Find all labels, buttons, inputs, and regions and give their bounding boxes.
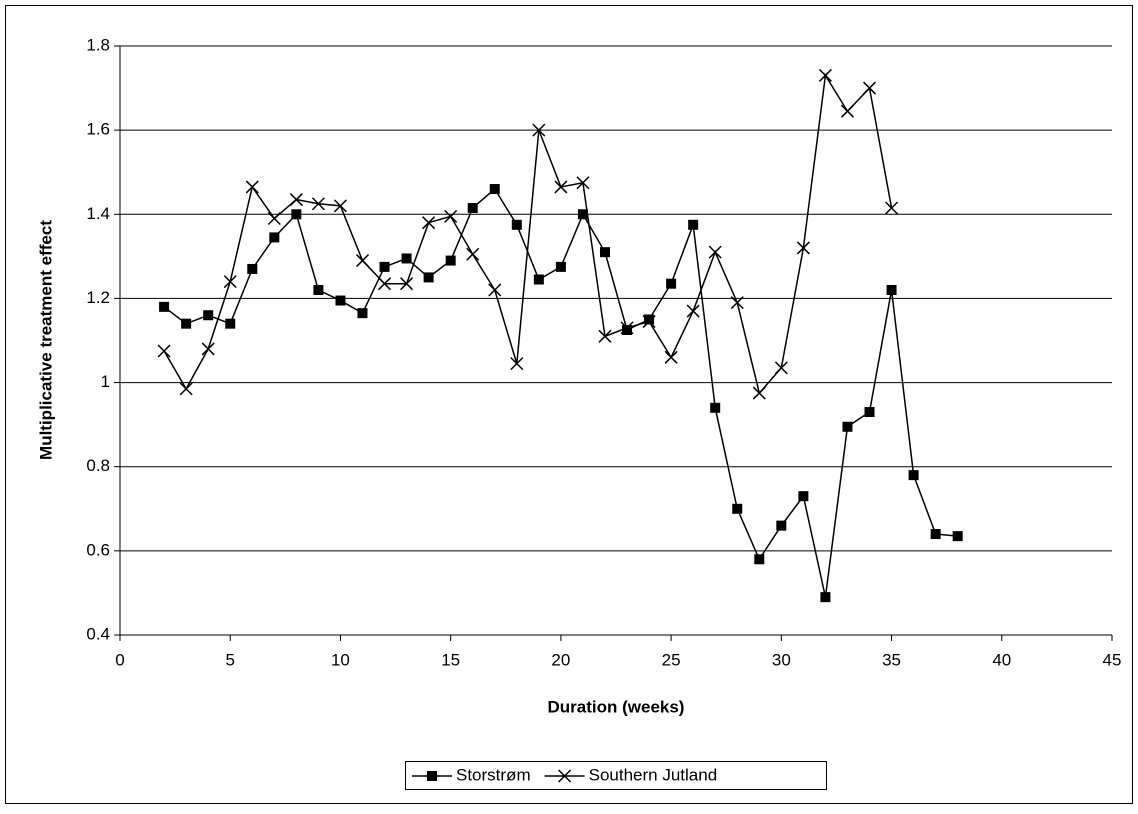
chart-border bbox=[5, 5, 1133, 804]
marker-x bbox=[576, 176, 590, 190]
marker-square bbox=[754, 554, 765, 565]
marker-square bbox=[776, 520, 787, 531]
marker-x bbox=[620, 321, 634, 335]
marker-square bbox=[467, 202, 478, 213]
marker-x bbox=[532, 123, 546, 137]
marker-square bbox=[533, 274, 544, 285]
marker-square bbox=[622, 324, 633, 335]
y-tick-label: 0.6 bbox=[86, 540, 110, 559]
marker-square bbox=[798, 491, 809, 502]
marker-x bbox=[267, 211, 281, 226]
marker-x bbox=[598, 329, 612, 343]
marker-x bbox=[664, 350, 678, 364]
marker-x bbox=[840, 104, 854, 118]
y-tick-label: 0.4 bbox=[86, 624, 110, 643]
marker-x bbox=[774, 361, 788, 375]
marker-square bbox=[203, 310, 214, 321]
marker-x bbox=[333, 199, 347, 213]
marker-x bbox=[488, 283, 502, 297]
marker-x bbox=[686, 304, 700, 318]
marker-square bbox=[842, 421, 853, 432]
marker-x bbox=[355, 254, 370, 268]
marker-square bbox=[732, 503, 743, 514]
legend-box bbox=[405, 761, 827, 790]
y-tick-label: 0.8 bbox=[86, 456, 110, 475]
marker-square bbox=[489, 184, 500, 195]
marker-square bbox=[599, 247, 610, 258]
marker-square bbox=[886, 285, 897, 296]
marker-square bbox=[159, 301, 170, 312]
marker-square bbox=[555, 261, 566, 272]
marker-square bbox=[357, 308, 368, 319]
x-tick-label: 15 bbox=[441, 650, 460, 669]
x-tick-label: 25 bbox=[662, 650, 681, 669]
x-tick-label: 45 bbox=[1103, 650, 1122, 669]
marker-square bbox=[930, 529, 941, 540]
marker-x bbox=[179, 382, 193, 396]
x-tick-label: 30 bbox=[772, 650, 791, 669]
marker-x bbox=[223, 275, 237, 289]
marker-square bbox=[379, 261, 390, 272]
marker-square bbox=[445, 255, 456, 266]
marker-x bbox=[201, 342, 215, 356]
x-tick-label: 40 bbox=[992, 650, 1011, 669]
x-tick-label: 5 bbox=[225, 650, 234, 669]
marker-square bbox=[710, 402, 721, 413]
marker-square bbox=[666, 278, 677, 289]
marker-x bbox=[818, 68, 832, 82]
legend-label: Southern Jutland bbox=[589, 765, 718, 784]
marker-square bbox=[864, 407, 875, 418]
marker-square bbox=[401, 253, 412, 264]
y-tick-label: 1 bbox=[101, 372, 110, 391]
marker-x bbox=[642, 315, 656, 329]
marker-x bbox=[730, 296, 744, 310]
marker-x bbox=[400, 277, 414, 291]
marker-x bbox=[862, 81, 877, 95]
marker-x bbox=[245, 180, 259, 194]
marker-x bbox=[289, 193, 303, 207]
marker-x bbox=[752, 386, 766, 400]
marker-x bbox=[422, 216, 436, 230]
marker-square bbox=[688, 219, 699, 230]
x-tick-label: 20 bbox=[551, 650, 570, 669]
marker-x bbox=[558, 769, 572, 783]
marker-x bbox=[885, 201, 899, 215]
marker-square bbox=[511, 219, 522, 230]
y-tick-label: 1.4 bbox=[86, 204, 110, 223]
marker-x bbox=[708, 245, 722, 259]
marker-square bbox=[644, 314, 655, 325]
marker-x bbox=[554, 180, 568, 194]
x-axis-title: Duration (weeks) bbox=[548, 697, 685, 716]
series-line bbox=[163, 73, 893, 395]
marker-square bbox=[423, 272, 434, 283]
y-tick-label: 1.8 bbox=[86, 35, 110, 54]
marker-square bbox=[908, 470, 919, 481]
marker-square bbox=[820, 592, 831, 603]
legend-label: Storstrøm bbox=[456, 765, 531, 784]
marker-square bbox=[952, 531, 963, 542]
marker-square bbox=[181, 318, 192, 329]
x-tick-label: 10 bbox=[331, 650, 350, 669]
y-axis-title: Multiplicative treatment effect bbox=[36, 220, 55, 460]
marker-x bbox=[444, 209, 458, 223]
marker-square bbox=[335, 295, 346, 306]
marker-x bbox=[311, 197, 325, 211]
x-tick-label: 35 bbox=[882, 650, 901, 669]
marker-x bbox=[157, 344, 171, 358]
marker-x bbox=[510, 357, 524, 371]
y-tick-label: 1.6 bbox=[86, 120, 110, 139]
marker-square bbox=[291, 209, 302, 220]
marker-x bbox=[378, 277, 392, 291]
marker-x bbox=[466, 247, 480, 261]
marker-square bbox=[313, 285, 324, 296]
marker-square bbox=[247, 263, 258, 274]
marker-square bbox=[225, 318, 236, 329]
marker-square bbox=[427, 771, 437, 781]
marker-square bbox=[269, 232, 280, 243]
marker-square bbox=[577, 209, 588, 220]
marker-x bbox=[796, 241, 810, 255]
x-tick-label: 0 bbox=[115, 650, 124, 669]
y-tick-label: 1.2 bbox=[86, 288, 110, 307]
